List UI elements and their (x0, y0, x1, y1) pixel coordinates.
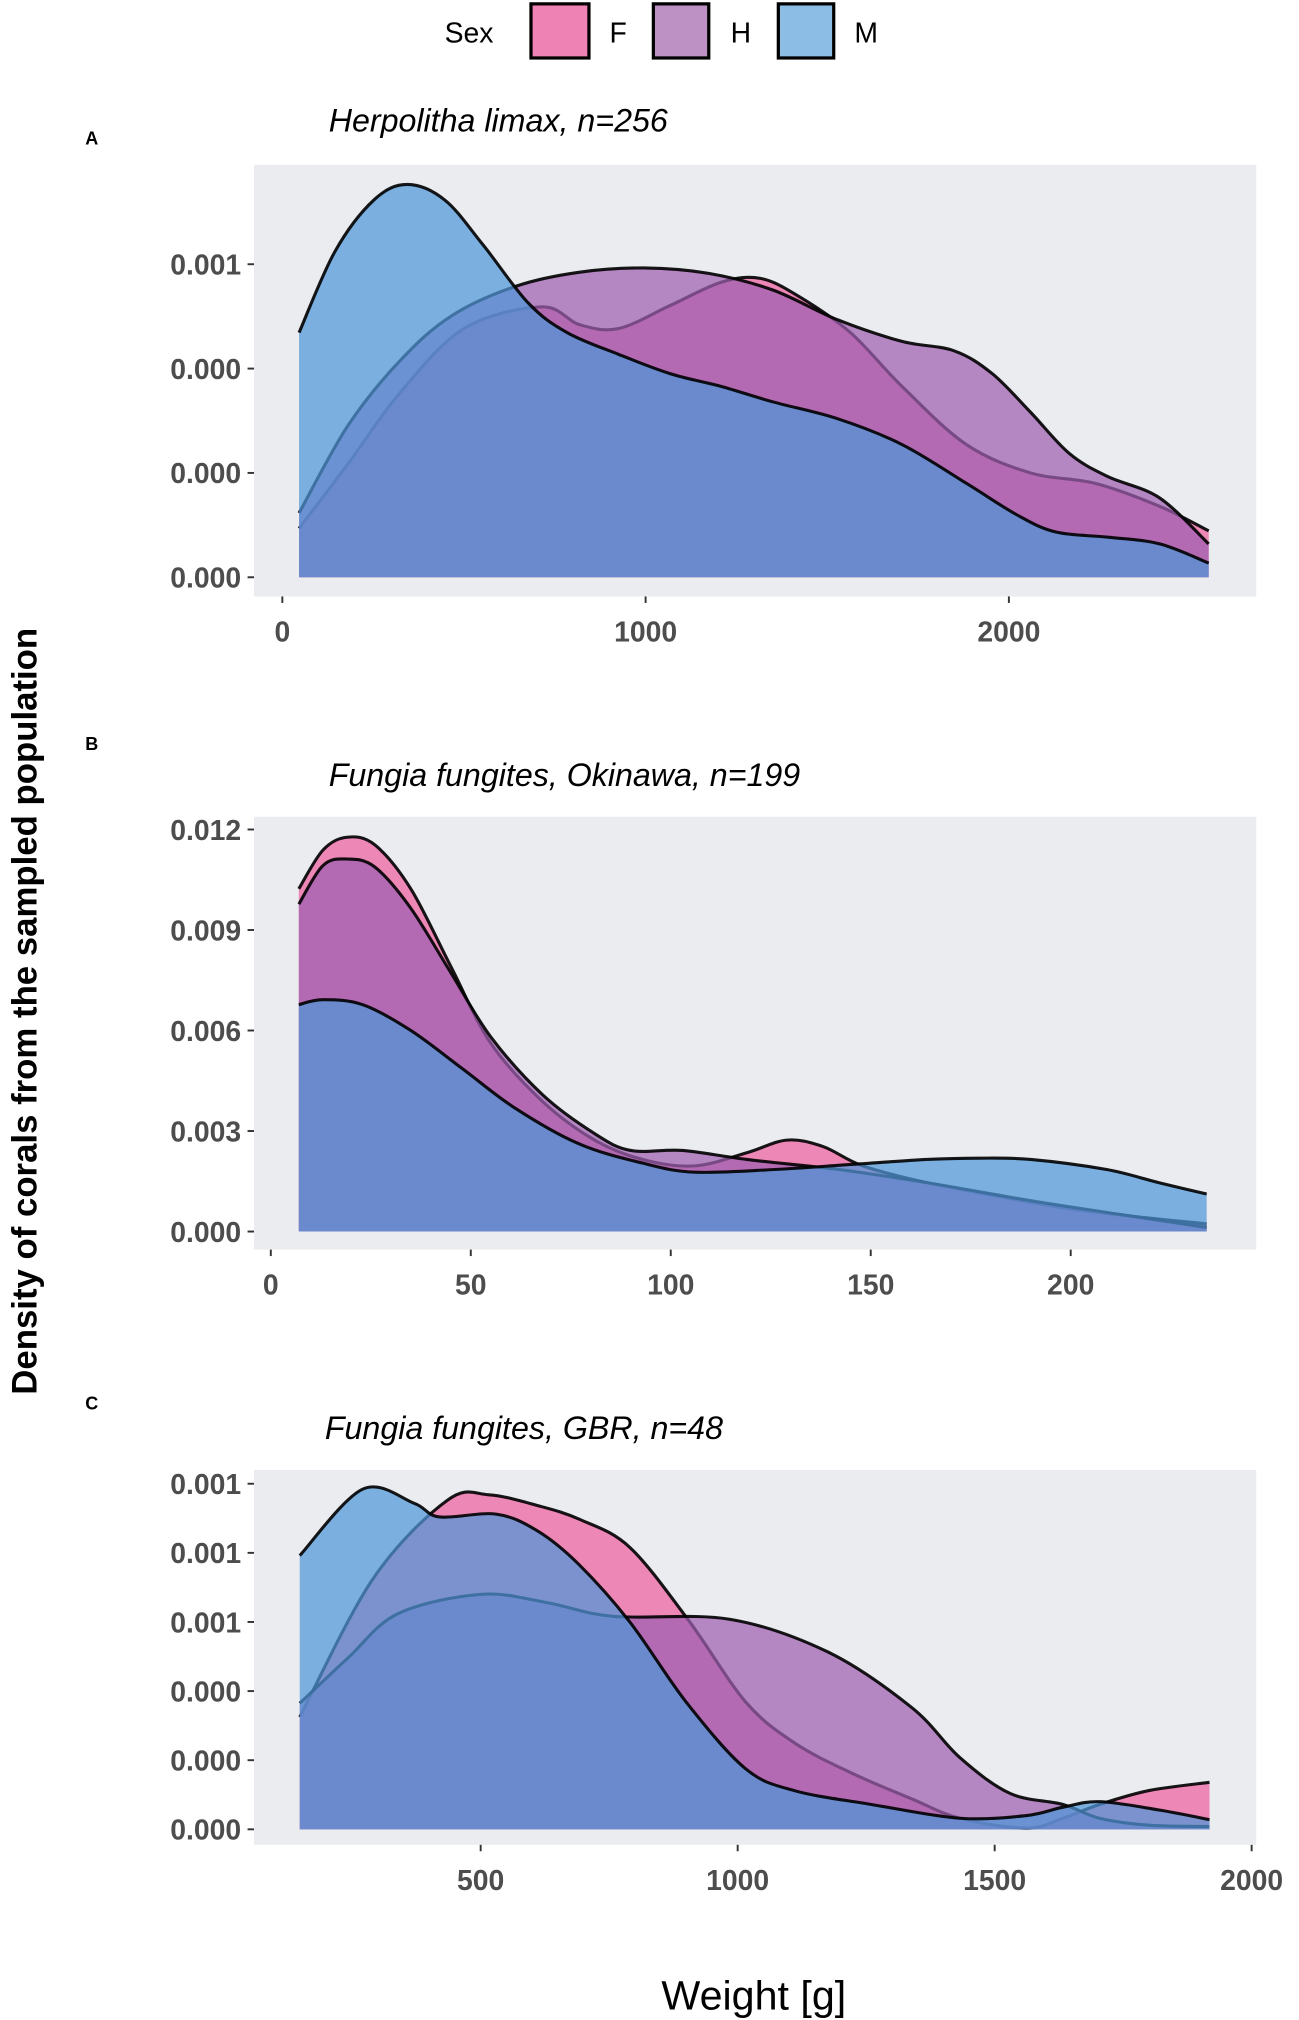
panel-letter: A (85, 128, 98, 148)
x-tick-label: 1500 (963, 1865, 1026, 1897)
legend-key-F (529, 2, 591, 60)
y-tick-label: 0.003 (170, 1116, 241, 1148)
legend-label-M: M (854, 18, 878, 50)
panel-A: A Herpolitha limax, n=256 0.000 0.000 0.000 0… (85, 102, 1257, 649)
legend-label-H: H (731, 18, 751, 50)
y-tick-label: 0.000 (170, 1676, 241, 1708)
panel-C: C Fungia fungites, GBR, n=48 0.000 0.000 0.0… (85, 1393, 1283, 1897)
legend: Sex F H M (445, 2, 878, 60)
y-tick-label: 0.000 (170, 1746, 241, 1778)
panel-title: Fungia fungites, Okinawa, n=199 (329, 757, 801, 793)
y-tick-label: 0.000 (170, 563, 241, 595)
panel-title: Fungia fungites, GBR, n=48 (325, 1410, 723, 1446)
y-axis-label: Density of corals from the sampled popul… (6, 628, 44, 1395)
panel-letter: B (85, 734, 98, 754)
density-line-M (297, 182, 1210, 565)
y-tick-label: 0.012 (170, 815, 241, 847)
x-tick-label: 200 (1047, 1270, 1094, 1302)
y-tick-label: 0.009 (170, 915, 241, 947)
y-tick-label: 0.001 (170, 1607, 241, 1639)
legend-title: Sex (445, 18, 494, 50)
density-line-M (298, 1485, 1210, 1822)
y-tick-label: 0.006 (170, 1016, 241, 1048)
panel-letter: C (85, 1393, 98, 1413)
y-tick-label: 0.001 (170, 1538, 241, 1570)
y-tick-label: 0.001 (170, 250, 241, 282)
density-line-M (298, 998, 1208, 1196)
x-axis-label: Weight [g] (661, 1973, 846, 2019)
x-tick-label: 150 (847, 1270, 894, 1302)
panel-title: Herpolitha limax, n=256 (329, 102, 668, 138)
density-area-M (298, 999, 1207, 1232)
panel-B: B Fungia fungites, Okinawa, n=199 0.000 0.0… (85, 734, 1257, 1302)
x-tick-label: 500 (457, 1865, 504, 1897)
y-tick-label: 0.000 (170, 1815, 241, 1847)
density-area-M (299, 184, 1209, 578)
density-area-M (299, 1486, 1210, 1830)
x-tick-label: 2000 (977, 617, 1040, 649)
y-tick-label: 0.000 (170, 458, 241, 490)
x-tick-label: 0 (274, 617, 290, 649)
x-tick-label: 1000 (706, 1865, 769, 1897)
x-tick-label: 1000 (614, 617, 677, 649)
y-tick-label: 0.000 (170, 1217, 241, 1249)
y-tick-label: 0.001 (170, 1469, 241, 1501)
x-tick-label: 2000 (1220, 1865, 1283, 1897)
x-tick-label: 0 (263, 1270, 279, 1302)
y-tick-label: 0.000 (170, 354, 241, 386)
legend-label-F: F (610, 18, 627, 50)
legend-key-M (776, 2, 836, 60)
x-tick-label: 100 (647, 1270, 694, 1302)
x-tick-label: 50 (455, 1270, 487, 1302)
legend-key-H (651, 2, 711, 60)
